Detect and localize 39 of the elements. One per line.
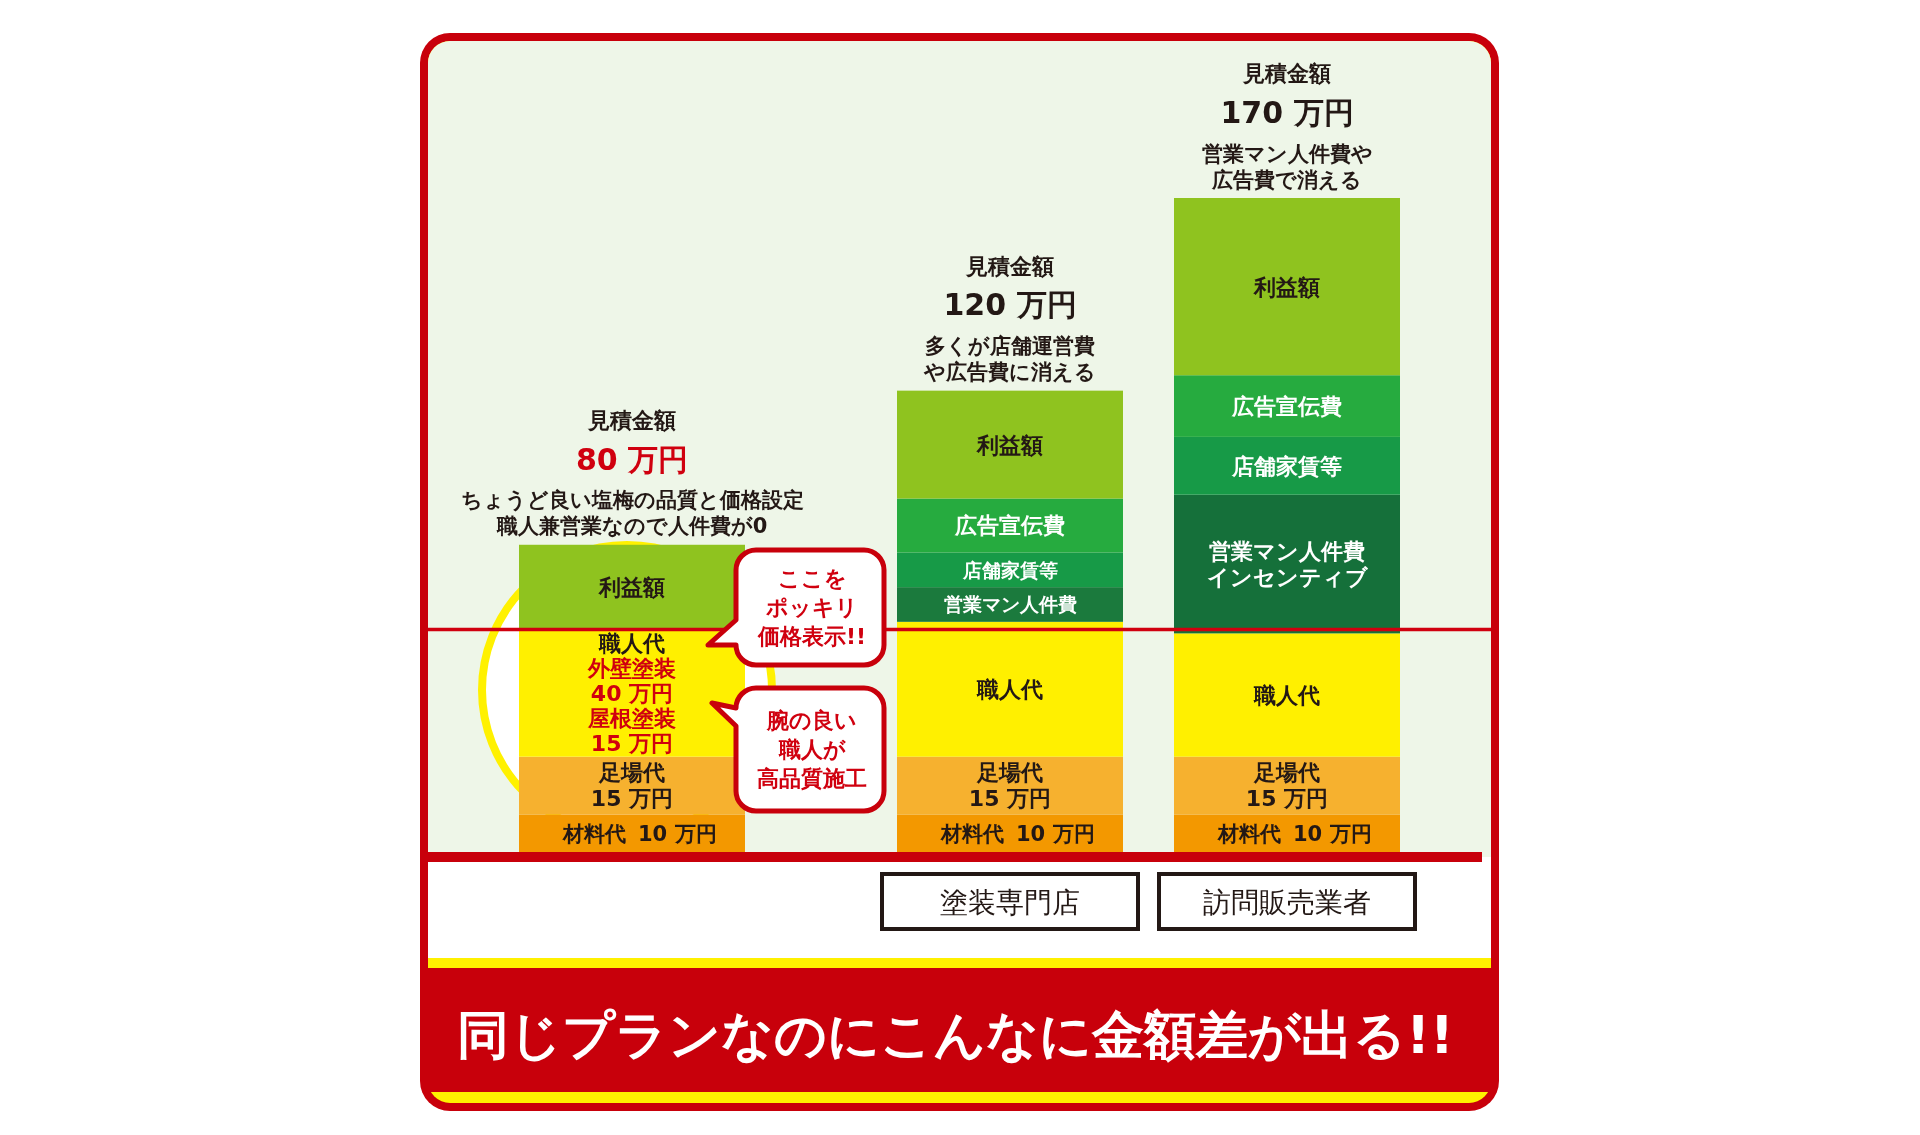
category-label: 訪問販売業者 [1203,886,1371,920]
segment-name: 店舗家賃等 [1232,453,1342,479]
annotation: 外壁塗装40 万円屋根塗装15 万円 [588,656,676,757]
segment-name: 材料代 [1218,822,1281,847]
segment-name: 材料代 [941,822,1004,847]
category-label: 塗装専門店 [940,886,1080,920]
segment-name: 足場代 [977,760,1043,786]
annotation: 腕の良い職人が高品質施工 [757,708,867,792]
value-label: 15 万円 [590,786,674,812]
annotation: 見積金額 [588,407,676,433]
annotation: ここをポッキリ価格表示!! [757,566,867,650]
segment-name: 広告宣伝費 [1232,394,1342,419]
segment-name: 足場代 [1254,760,1320,786]
segment-name: 営業マン人件費インセンティブ [1206,538,1368,590]
segment-name: 広告宣伝費 [955,513,1065,539]
annotation: 見積金額 [1243,60,1331,86]
segment-name: 足場代 [599,760,665,786]
segment-name: 利益額 [599,575,665,601]
segment-name: 材料代 [563,822,626,847]
title: 同じプランなのにこんなに金額差が出る!! [457,1004,1454,1065]
segment-name: 職人代 [977,677,1043,703]
annotation: ちょうど良い塩梅の品質と価格設定職人兼営業なので人件費が0 [460,488,804,539]
segment-name: 利益額 [977,432,1043,458]
annotation: 見積金額 [966,253,1054,279]
segment-name: 店舗家賃等 [962,558,1058,581]
annotation: 多くが店舗運営費や広告費に消える [924,334,1096,385]
total: 120 万円 [943,287,1077,323]
segment-name: 職人代 [599,630,665,656]
total: 80 万円 [575,441,689,477]
segment-name: 利益額 [1254,274,1320,300]
value-label: 10 万円 [1293,822,1372,847]
segment-name: 職人代 [1254,682,1320,708]
total: 170 万円 [1220,94,1354,130]
value-label: 10 万円 [638,822,717,847]
value-label: 15 万円 [968,786,1052,812]
value-label: 10 万円 [1016,822,1095,847]
annotation: 営業マン人件費や広告費で消える [1201,141,1373,192]
segment-name: 営業マン人件費 [943,593,1077,616]
value-label: 15 万円 [1245,786,1329,812]
